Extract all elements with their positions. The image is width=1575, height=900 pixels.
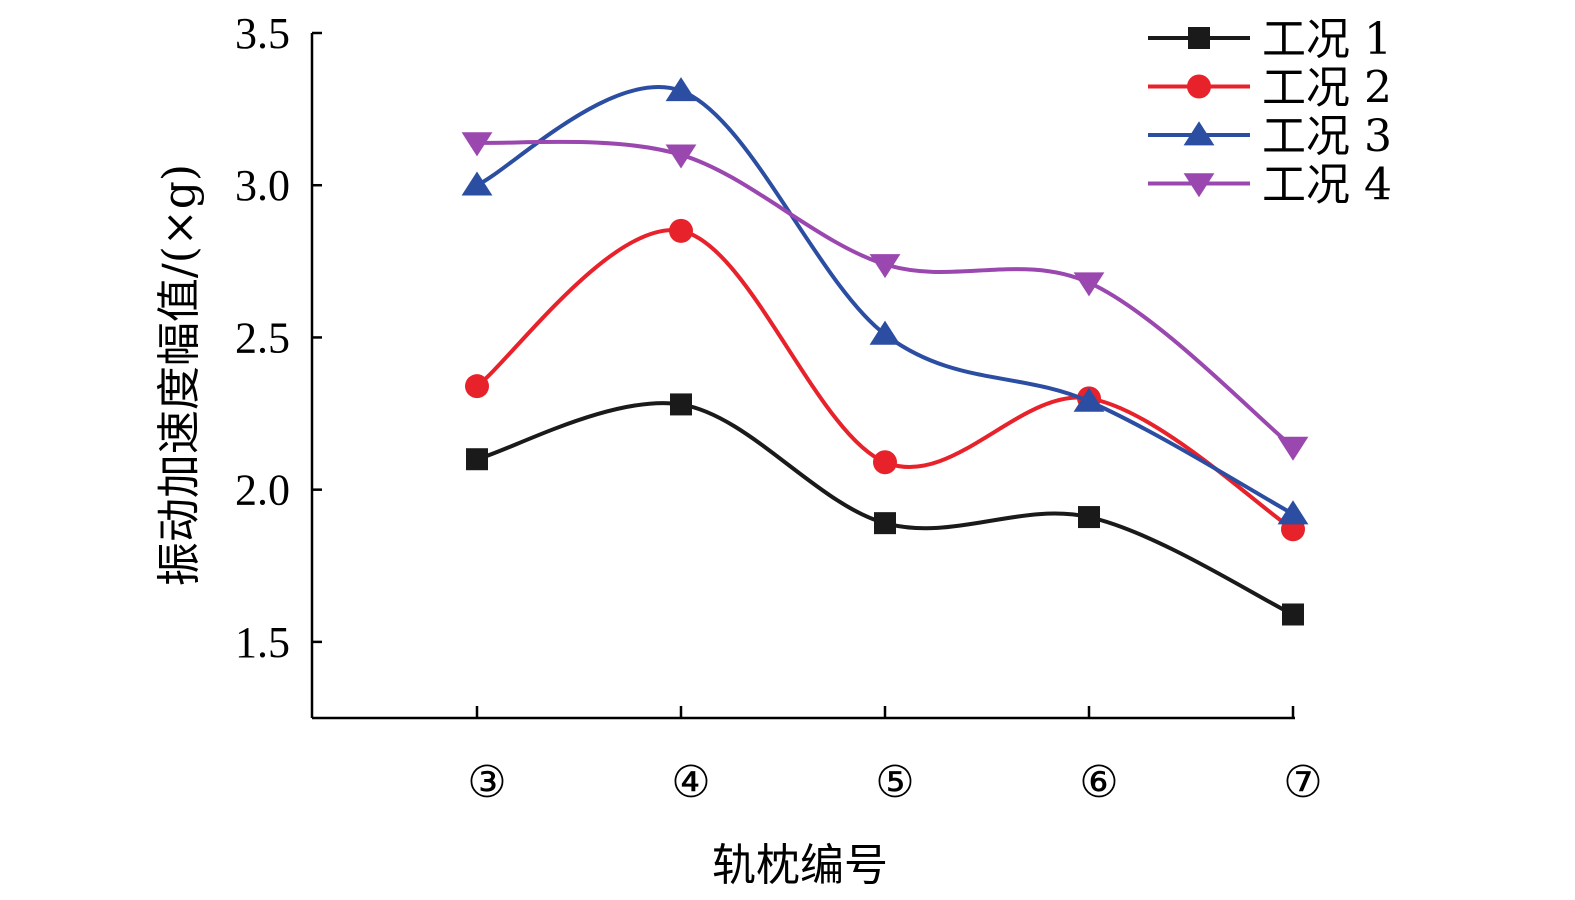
data-point (465, 374, 489, 399)
legend-item: 工况 2 (1148, 63, 1392, 114)
data-point (874, 512, 896, 535)
legend-marker (1187, 74, 1211, 99)
legend-label: 工况 4 (1262, 160, 1392, 211)
data-point (466, 448, 488, 471)
data-point (1282, 603, 1304, 626)
data-point (1073, 387, 1105, 412)
x-tick-label: ③ (467, 758, 506, 807)
series-4 (461, 132, 1309, 461)
data-point (869, 254, 901, 279)
legend-label: 工况 3 (1262, 111, 1392, 162)
data-point (461, 171, 493, 196)
series-layer (461, 77, 1309, 626)
series-3 (461, 77, 1309, 525)
x-tick-label: ⑦ (1283, 758, 1322, 807)
data-point (1277, 500, 1309, 525)
data-point (1078, 506, 1100, 529)
data-point (665, 77, 697, 102)
data-point (665, 144, 697, 169)
legend-item: 工况 1 (1148, 14, 1392, 65)
data-point (670, 393, 692, 416)
legend-marker (1183, 121, 1215, 146)
legend-item: 工况 4 (1148, 160, 1392, 211)
legend-marker (1188, 27, 1210, 49)
data-point (1073, 272, 1105, 297)
x-axis-title: 轨枕编号 (712, 840, 888, 891)
y-tick-label: 2.5 (235, 313, 290, 362)
series-line (476, 139, 1295, 449)
data-point (461, 132, 493, 157)
x-tick-label: ⑥ (1079, 758, 1118, 807)
y-tick-label: 3.0 (235, 161, 290, 210)
y-tick-label: 2.0 (235, 466, 290, 515)
data-point (1277, 436, 1309, 461)
x-tick-label: ⑤ (875, 758, 914, 807)
legend: 工况 1工况 2工况 3工况 4 (1148, 14, 1392, 211)
legend-item: 工况 3 (1148, 111, 1392, 162)
axes: 1.5 2.0 2.5 3.0 3.5 ③ ④ ⑤ ⑥ ⑦ (235, 9, 1323, 807)
x-tick-label: ④ (671, 758, 710, 807)
series-1 (466, 393, 1304, 626)
legend-label: 工况 1 (1262, 14, 1392, 65)
series-line (476, 85, 1294, 516)
y-tick-label: 1.5 (235, 618, 290, 667)
legend-marker (1183, 173, 1215, 198)
y-tick-label: 3.5 (235, 9, 290, 58)
data-point (869, 320, 901, 345)
data-point (873, 450, 897, 475)
y-axis-title: 振动加速度幅值/(×g) (154, 164, 205, 586)
legend-label: 工况 2 (1262, 63, 1392, 114)
data-point (669, 218, 693, 243)
